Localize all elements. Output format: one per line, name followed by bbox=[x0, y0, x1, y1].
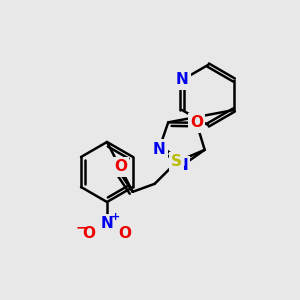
Text: N: N bbox=[175, 158, 188, 173]
Text: N: N bbox=[100, 217, 113, 232]
Text: S: S bbox=[171, 154, 182, 169]
Text: +: + bbox=[110, 212, 120, 222]
Text: N: N bbox=[176, 73, 188, 88]
Text: N: N bbox=[153, 142, 165, 157]
Text: O: O bbox=[114, 159, 127, 174]
Text: O: O bbox=[82, 226, 95, 242]
Text: O: O bbox=[118, 226, 131, 242]
Text: O: O bbox=[190, 115, 203, 130]
Text: −: − bbox=[75, 220, 87, 234]
